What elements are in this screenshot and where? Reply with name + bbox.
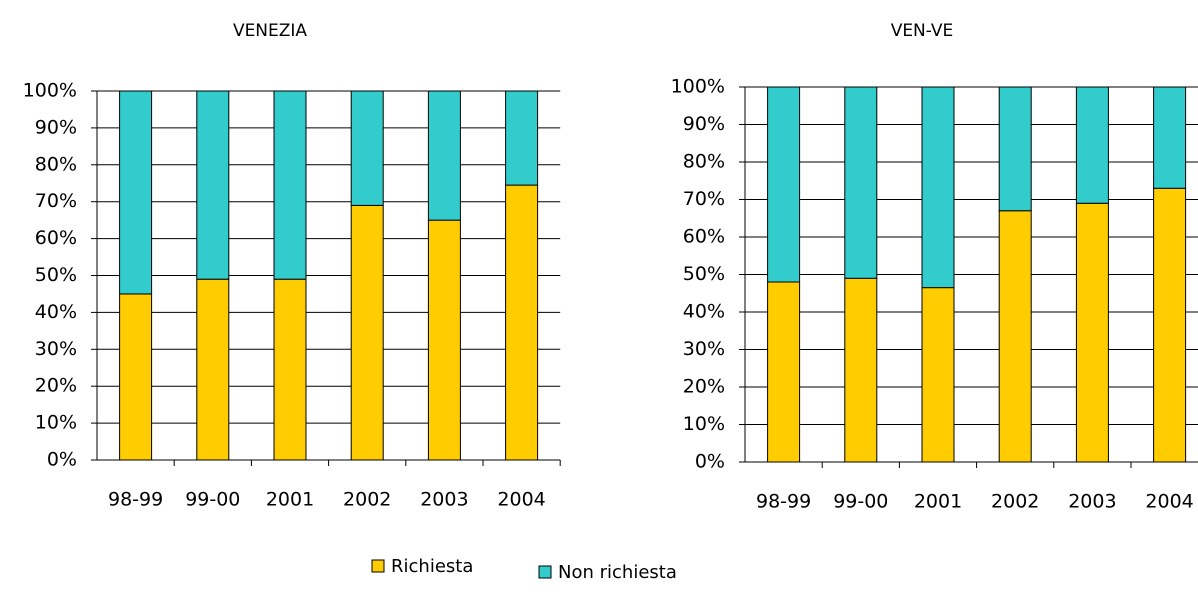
- y-tick-label: 60%: [35, 227, 77, 249]
- y-tick-label: 30%: [35, 338, 77, 360]
- bar-segment: [998, 86, 1032, 212]
- chart-title: VENEZIA: [233, 21, 307, 41]
- bar-segment: [767, 86, 801, 283]
- bar-segment: [119, 293, 153, 461]
- legend-swatch: [538, 565, 552, 579]
- chart-title: VEN-VE: [891, 21, 954, 41]
- x-tick-label: 99-00: [833, 491, 888, 513]
- y-tick-label: 40%: [35, 301, 77, 323]
- bar-segment: [921, 287, 955, 463]
- y-tick-label: 70%: [35, 190, 77, 212]
- bar-segment: [273, 90, 307, 280]
- bar-segment: [1153, 86, 1187, 189]
- bar-segment: [119, 90, 153, 295]
- x-tick-label: 2001: [914, 491, 962, 513]
- bar-segment: [273, 278, 307, 461]
- y-tick-label: 10%: [35, 412, 77, 434]
- y-tick-label: 80%: [35, 153, 77, 175]
- legend-swatch: [371, 559, 385, 573]
- bar-segment: [427, 219, 461, 461]
- x-tick-label: 2003: [1068, 491, 1116, 513]
- y-tick-label: 80%: [683, 151, 725, 173]
- x-tick-label: 2001: [266, 489, 314, 511]
- y-tick-label: 60%: [683, 226, 725, 248]
- y-tick-label: 50%: [35, 264, 77, 286]
- x-tick-label: 98-99: [756, 491, 811, 513]
- bar-segment: [767, 281, 801, 463]
- bar-segment: [505, 90, 539, 186]
- bar-segment: [921, 86, 955, 289]
- x-tick-label: 99-00: [185, 489, 240, 511]
- bar-segment: [505, 184, 539, 461]
- x-tick-label: 2003: [420, 489, 468, 511]
- bar-segment: [1075, 202, 1109, 463]
- y-tick-label: 90%: [683, 113, 725, 135]
- legend-label: Non richiesta: [558, 562, 677, 583]
- y-tick-label: 50%: [683, 263, 725, 285]
- x-tick-label: 2004: [497, 489, 545, 511]
- bar-segment: [844, 277, 878, 463]
- bar-segment: [196, 90, 230, 280]
- bar-segment: [427, 90, 461, 221]
- bar-segment: [350, 90, 384, 206]
- x-tick-label: 2002: [991, 491, 1039, 513]
- y-tick-label: 40%: [683, 301, 725, 323]
- y-tick-label: 20%: [35, 375, 77, 397]
- y-tick-label: 0%: [695, 451, 725, 473]
- bar-segment: [1075, 86, 1109, 204]
- y-tick-label: 100%: [23, 80, 77, 102]
- y-tick-label: 30%: [683, 338, 725, 360]
- y-tick-label: 90%: [35, 116, 77, 138]
- x-tick-label: 2004: [1145, 491, 1193, 513]
- legend-label: Richiesta: [391, 556, 473, 577]
- bar-segment: [998, 210, 1032, 463]
- y-tick-label: 10%: [683, 413, 725, 435]
- y-tick-label: 70%: [683, 188, 725, 210]
- y-tick-label: 0%: [47, 449, 77, 471]
- y-tick-label: 100%: [671, 76, 725, 98]
- bar-segment: [844, 86, 878, 279]
- x-tick-label: 98-99: [108, 489, 163, 511]
- bar-segment: [1153, 187, 1187, 463]
- y-tick-label: 20%: [683, 376, 725, 398]
- bar-segment: [196, 278, 230, 461]
- x-tick-label: 2002: [343, 489, 391, 511]
- bar-segment: [350, 204, 384, 461]
